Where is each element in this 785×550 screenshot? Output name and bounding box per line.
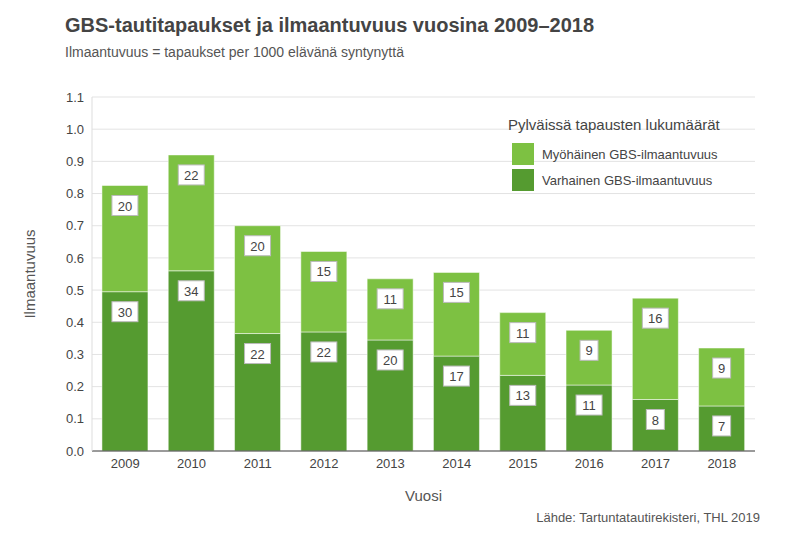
html-text:Ilmaantuvuus = tapaukset per 1: Ilmaantuvuus = tapaukset per 1000 elävän… <box>65 44 404 60</box>
svg-text:Vuosi: Vuosi <box>405 487 442 504</box>
svg-text:34: 34 <box>184 284 198 299</box>
svg-text:9: 9 <box>585 343 592 358</box>
svg-text:0.1: 0.1 <box>66 411 84 426</box>
svg-text:2018: 2018 <box>707 456 736 471</box>
svg-text:0.0: 0.0 <box>66 444 84 459</box>
svg-text:15: 15 <box>449 285 463 300</box>
svg-text:0.6: 0.6 <box>66 251 84 266</box>
html-text:Pylväissä tapausten lukumäärät: Pylväissä tapausten lukumäärät <box>508 116 720 133</box>
svg-text:11: 11 <box>383 292 397 307</box>
svg-text:2009: 2009 <box>111 456 140 471</box>
svg-text:Ilmaantuvuus: Ilmaantuvuus <box>21 229 38 318</box>
svg-text:0.3: 0.3 <box>66 347 84 362</box>
svg-text:2014: 2014 <box>442 456 471 471</box>
svg-text:0.4: 0.4 <box>66 315 84 330</box>
svg-text:11: 11 <box>516 326 530 341</box>
svg-text:0.7: 0.7 <box>66 218 84 233</box>
svg-text:7: 7 <box>718 419 725 434</box>
svg-text:16: 16 <box>648 311 662 326</box>
svg-text:13: 13 <box>516 388 530 403</box>
svg-text:2016: 2016 <box>575 456 604 471</box>
svg-text:22: 22 <box>250 347 264 362</box>
svg-text:2011: 2011 <box>244 456 272 471</box>
svg-text:22: 22 <box>184 168 198 183</box>
svg-text:15: 15 <box>317 264 331 279</box>
svg-text:17: 17 <box>449 369 463 384</box>
svg-text:1.0: 1.0 <box>66 122 84 137</box>
svg-text:30: 30 <box>118 305 132 320</box>
svg-text:20: 20 <box>250 239 264 254</box>
html-text:Myöhäinen GBS-ilmaantuvuus: Myöhäinen GBS-ilmaantuvuus <box>542 146 718 162</box>
svg-text:20: 20 <box>383 353 397 368</box>
svg-text:2013: 2013 <box>376 456 405 471</box>
svg-text:9: 9 <box>718 361 725 376</box>
svg-text:0.9: 0.9 <box>66 154 84 169</box>
svg-text:2012: 2012 <box>310 456 339 471</box>
html-text:GBS-tautitapaukset ja ilmaantu: GBS-tautitapaukset ja ilmaantuvuus vuosi… <box>65 14 595 36</box>
svg-text:1.1: 1.1 <box>66 90 84 105</box>
svg-text:22: 22 <box>317 345 331 360</box>
svg-text:20: 20 <box>118 199 132 214</box>
svg-text:2015: 2015 <box>508 456 537 471</box>
svg-text:2010: 2010 <box>177 456 206 471</box>
html-text:Lähde: Tartuntatautirekisteri,: Lähde: Tartuntatautirekisteri, THL 2019 <box>536 510 760 525</box>
svg-text:0.5: 0.5 <box>66 283 84 298</box>
svg-text:2017: 2017 <box>641 456 670 471</box>
svg-text:8: 8 <box>652 413 659 428</box>
html-text:Varhainen GBS-ilmaantuvuus: Varhainen GBS-ilmaantuvuus <box>542 172 713 188</box>
svg-text:11: 11 <box>582 398 596 413</box>
svg-text:0.2: 0.2 <box>66 379 84 394</box>
svg-text:0.8: 0.8 <box>66 186 84 201</box>
